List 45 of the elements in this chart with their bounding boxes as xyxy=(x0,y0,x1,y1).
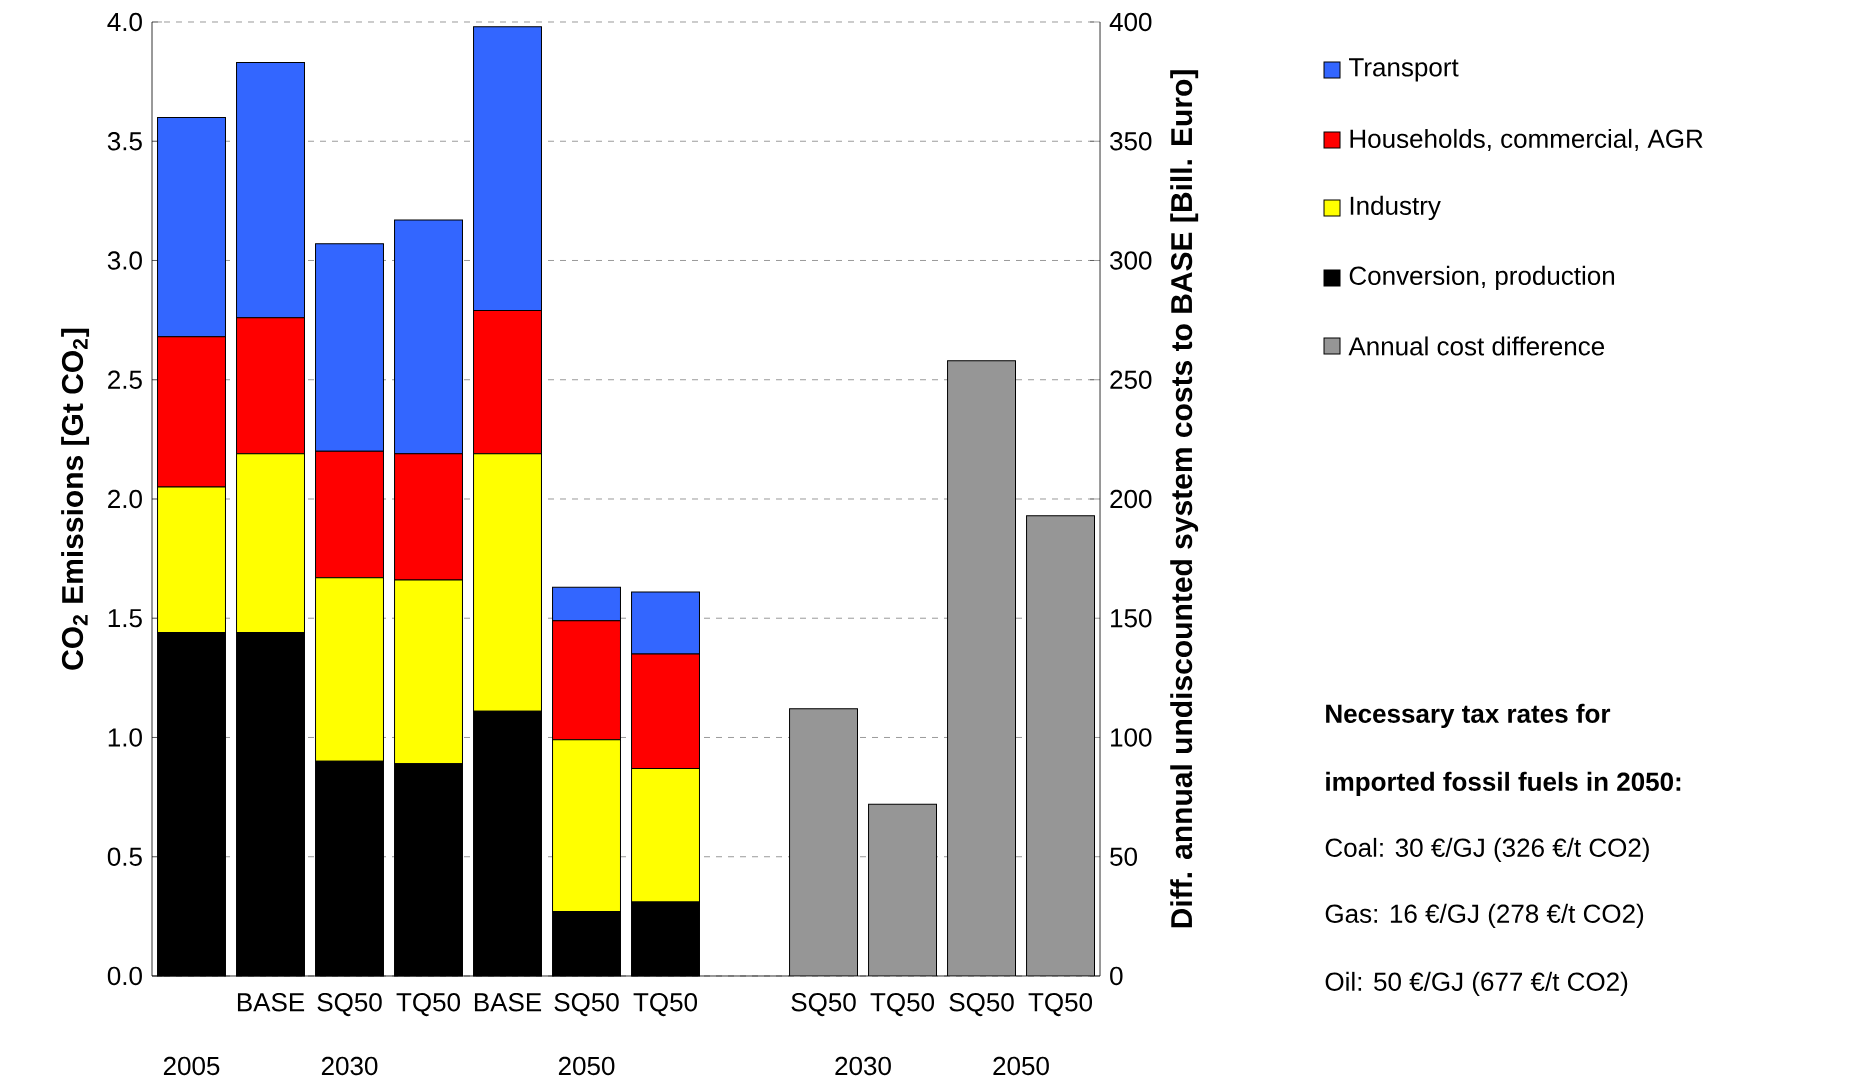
y-tick-label: 2.5 xyxy=(108,370,142,389)
text: 2005 xyxy=(163,1056,220,1076)
y2-tick-label: 400 xyxy=(1109,12,1152,32)
x-tick-label: BASE xyxy=(237,993,305,1012)
y-tick-label: 1.5 xyxy=(108,609,142,628)
y-tick-label: 0.5 xyxy=(107,847,142,866)
y2-tick-label: 0 xyxy=(1110,966,1123,986)
x-tick-label: BASE xyxy=(474,993,542,1012)
text: 2050 xyxy=(558,1056,615,1076)
y2-tick-label: 250 xyxy=(1110,370,1152,389)
y2-tick-label: 50 xyxy=(1110,847,1137,866)
y-tick-label: 3.5 xyxy=(107,132,142,151)
y2-tick-label: 350 xyxy=(1110,132,1152,151)
legend-label: Industry xyxy=(1350,195,1441,221)
y2-axis-title: Diff. annual undiscounted system costs to BASE [Bill. Euro] xyxy=(1170,70,1199,928)
legend-label: Households, commercial, AGR xyxy=(1350,128,1703,152)
y2-tick-label: 300 xyxy=(1110,251,1152,270)
y-axis-title: CO$_{2}$ Emissions [Gt CO$_{2}$] xyxy=(61,328,90,670)
x-tick-label: TQ50 xyxy=(396,993,461,1017)
text: 2050 xyxy=(993,1056,1049,1076)
y-tick-label: 2.0 xyxy=(108,489,142,509)
x-tick-label: TQ50 xyxy=(1028,993,1093,1017)
y-tick-label: 3.0 xyxy=(107,251,142,270)
y2-tick-label: 100 xyxy=(1111,728,1152,747)
y2-tick-label: 200 xyxy=(1110,489,1152,509)
text: Necessary tax rates for xyxy=(1326,703,1611,729)
y-tick-label: 4.0 xyxy=(107,12,142,32)
x-tick-label: SQ50 xyxy=(791,993,856,1017)
x-tick-label: SQ50 xyxy=(949,993,1014,1017)
text: 2030 xyxy=(835,1056,891,1076)
x-tick-label: TQ50 xyxy=(870,993,935,1017)
text: 2030 xyxy=(321,1056,378,1076)
legend-label: Transport xyxy=(1349,58,1459,82)
legend-label: Conversion, production xyxy=(1349,265,1615,291)
y-tick-label: 0.0 xyxy=(107,966,142,986)
y2-tick-label: 150 xyxy=(1111,609,1152,628)
x-tick-label: SQ50 xyxy=(317,993,382,1017)
text: Oil: 50 €/GJ (677 €/t CO2) xyxy=(1325,971,1628,997)
x-tick-label: SQ50 xyxy=(554,993,619,1017)
text: imported fossil fuels in 2050: xyxy=(1326,771,1681,797)
text: Gas: 16 €/GJ (278 €/t CO2) xyxy=(1325,903,1644,929)
text: Coal: 30 €/GJ (326 €/t CO2) xyxy=(1325,837,1649,863)
x-tick-label: TQ50 xyxy=(633,993,698,1017)
y-tick-label: 1.0 xyxy=(108,728,142,747)
legend-label: Annual cost difference xyxy=(1348,336,1605,356)
